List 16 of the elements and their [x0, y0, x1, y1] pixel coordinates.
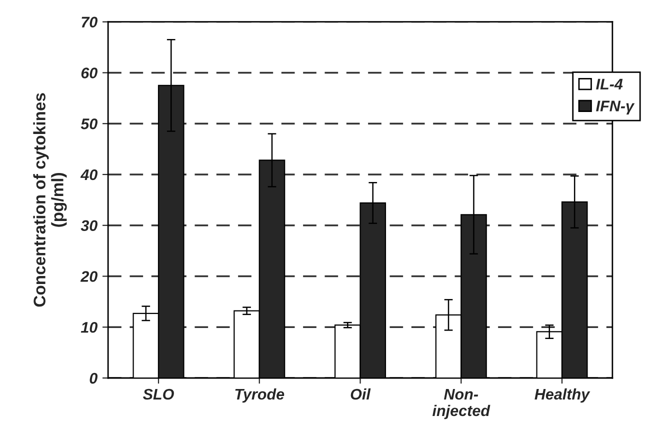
x-tick-label: Tyrode [235, 388, 284, 403]
x-tick-label: Oil [350, 388, 371, 400]
x-tick-label: Non- injected [432, 388, 490, 420]
y-tick-label: 70 [82, 16, 98, 28]
x-tick-label: Healthy [534, 388, 590, 403]
y-tick-label: 50 [80, 118, 98, 130]
y-tick-label: 10 [80, 322, 98, 333]
legend-label: IL-4 [596, 78, 623, 90]
y-tick-label: 0 [90, 372, 98, 384]
y-tick-label: 40 [80, 169, 98, 180]
legend-label: IFN-γ [596, 100, 635, 114]
y-tick-label: 30 [80, 220, 98, 232]
y-tick-label: 20 [80, 271, 98, 282]
x-tick-label: SLO [142, 388, 174, 400]
y-tick-label: 60 [81, 68, 98, 78]
y-axis-title: Concentration of cytokines (pg/ml) [33, 93, 67, 307]
